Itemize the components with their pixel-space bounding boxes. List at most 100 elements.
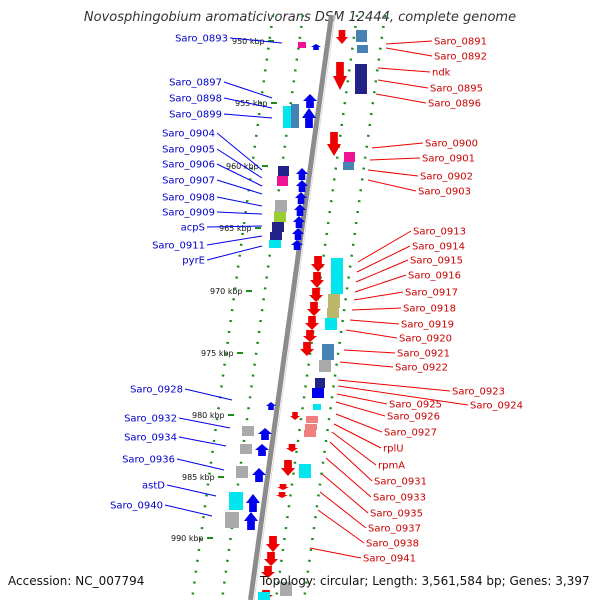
reverse-gene-arrow [276,492,288,498]
gene-feature-box [275,200,287,212]
scale-label-985-kbp: 985 kbp [182,473,215,482]
gene-label-saro_0891: Saro_0891 [434,37,487,48]
gene-label-saro_0908: Saro_0908 [162,193,215,204]
leader-line [321,473,369,514]
leader-line [216,179,263,195]
gene-label-saro_0934: Saro_0934 [124,433,177,444]
gene-label-saro_0935: Saro_0935 [370,509,423,520]
gene-label-saro_0897: Saro_0897 [169,78,222,89]
gene-feature-box [343,162,354,170]
gene-label-saro_0927: Saro_0927 [384,428,437,439]
leader-line [354,274,407,293]
forward-gene-arrow [291,240,303,250]
gene-feature-box [240,444,252,454]
gene-feature-box [306,416,318,423]
leader-line [164,504,213,517]
gene-label-saro_0909: Saro_0909 [162,208,215,219]
leader-line [343,349,396,354]
gene-feature-box [356,30,367,42]
leader-line [345,329,398,339]
reverse-gene-arrow [311,256,325,272]
gene-label-saro_0896: Saro_0896 [428,99,481,110]
gene-feature-box [355,64,367,94]
forward-gene-arrow [255,444,269,456]
gene-label-rpma: rpmA [378,461,405,472]
scale-label-950-kbp: 950 kbp [232,37,265,46]
forward-gene-arrow [252,468,266,482]
accession-label: Accession: NC_007794 [8,574,145,588]
forward-gene-arrow [294,204,306,216]
gene-label-saro_0941: Saro_0941 [363,554,416,565]
gene-feature-box [357,45,368,53]
leader-line [337,385,469,406]
leader-line [369,157,421,161]
reverse-gene-arrow [277,484,289,490]
gene-feature-box [280,582,292,596]
gene-feature-box [327,308,339,318]
gene-feature-box [291,104,299,128]
gene-label-saro_0922: Saro_0922 [395,363,448,374]
gene-feature-box [304,430,316,437]
gene-feature-box [229,492,243,510]
reverse-gene-arrow [336,30,348,44]
leader-line [176,458,225,471]
forward-gene-arrow [311,44,321,50]
leader-line [331,431,377,466]
gene-label-saro_0905: Saro_0905 [162,145,215,156]
gene-label-saro_0902: Saro_0902 [420,172,473,183]
leader-line [216,163,263,187]
forward-gene-arrow [303,94,317,108]
leader-line [317,509,365,544]
scale-label-990-kbp: 990 kbp [171,534,204,543]
genome-backbone [248,14,334,600]
genome-title: Novosphingobium aromaticivorans DSM 1244… [83,10,517,25]
reverse-gene-arrow [305,316,319,330]
reverse-gene-arrow [266,536,280,552]
leader-line [371,142,424,149]
genome-backbone-highlight [253,14,336,600]
gene-label-saro_0899: Saro_0899 [169,110,222,121]
forward-gene-arrow [258,428,272,440]
reverse-gene-arrow [281,460,295,476]
gene-label-saro_0917: Saro_0917 [405,288,458,299]
reverse-gene-arrow [286,444,298,452]
leader-line [216,211,263,215]
reverse-gene-arrow [310,272,324,288]
forward-gene-arrow [296,180,308,192]
gene-feature-box [305,424,317,430]
gene-feature-box [322,344,334,360]
gene-feature-box [313,404,321,410]
gene-label-saro_0915: Saro_0915 [410,256,463,267]
reverse-gene-arrow [300,342,314,356]
forward-gene-arrow [292,228,304,240]
forward-gene-arrow [295,192,307,204]
leader-line [367,179,417,192]
scale-label-970-kbp: 970 kbp [210,287,243,296]
gene-label-saro_0921: Saro_0921 [397,349,450,360]
leader-line [223,81,273,99]
leader-line [178,417,231,429]
forward-gene-arrow [293,216,305,228]
gene-feature-box [312,388,324,398]
gene-label-saro_0920: Saro_0920 [399,334,452,345]
scale-label-980-kbp: 980 kbp [192,411,225,420]
gene-feature-box [236,466,248,478]
gene-label-saro_0901: Saro_0901 [422,154,475,165]
gene-label-rplu: rplU [383,444,404,455]
leader-line [385,40,433,45]
gene-feature-box [299,464,311,478]
gene-label-saro_0892: Saro_0892 [434,52,487,63]
leader-line [206,235,263,246]
gene-feature-box [274,212,286,222]
gene-feature-box [242,426,254,436]
gene-label-saro_0893: Saro_0893 [175,34,228,45]
gene-feature-box [325,318,337,330]
gene-label-acps: acpS [181,223,205,234]
gene-label-saro_0898: Saro_0898 [169,94,222,105]
leader-line [216,148,263,179]
gene-label-astd: astD [142,481,165,492]
leader-line [216,196,263,207]
leader-line [319,491,367,529]
gene-label-saro_0900: Saro_0900 [425,139,478,150]
